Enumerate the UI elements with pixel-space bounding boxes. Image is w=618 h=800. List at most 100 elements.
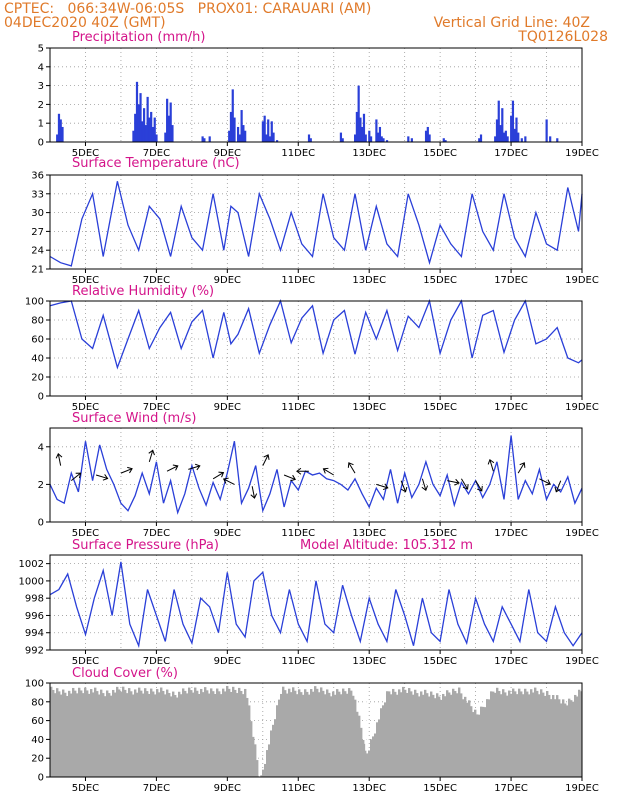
- cloud-bar: [228, 688, 231, 777]
- cloud-bar: [176, 697, 179, 777]
- cloud-bar: [414, 689, 417, 777]
- cloud-bar: [264, 763, 267, 777]
- y-tick-label: 80: [31, 697, 44, 708]
- cloud-bar: [282, 686, 285, 777]
- cloud-bar: [502, 689, 505, 777]
- cloud-bar: [398, 689, 401, 777]
- cloud-bar: [392, 688, 395, 777]
- y-tick-label: 0: [38, 773, 44, 784]
- cloud-bar: [280, 693, 283, 777]
- y-tick-label: 80: [31, 316, 44, 327]
- cloud-bar: [464, 696, 467, 777]
- x-tick-label: 11DEC: [281, 656, 315, 667]
- cloud-bar: [240, 691, 243, 777]
- precip-bar: [357, 85, 360, 142]
- cloud-bar: [362, 739, 365, 777]
- wind-arrow: [262, 454, 269, 466]
- x-tick-label: 5DEC: [72, 148, 99, 159]
- cloud-bar: [254, 744, 257, 777]
- cloud-bar: [572, 701, 575, 777]
- cloud-bar: [84, 687, 87, 777]
- cloud-bar: [210, 688, 213, 777]
- precip-bar: [135, 81, 139, 142]
- x-tick-label: 19DEC: [565, 148, 599, 159]
- cloud-bar: [506, 695, 509, 777]
- precip-bar: [151, 126, 155, 142]
- wind-arrow-head: [218, 471, 225, 478]
- cloud-bar: [162, 690, 165, 777]
- wind-arrow: [400, 480, 407, 492]
- x-tick-label: 7DEC: [143, 528, 170, 539]
- cloud-bar: [250, 721, 253, 777]
- cloud-bar: [478, 714, 481, 777]
- cloud-bar: [270, 730, 273, 777]
- cloud-bar: [406, 692, 409, 777]
- cloud-bar: [322, 690, 325, 777]
- precip-bar: [167, 115, 171, 142]
- cloud-bar: [390, 694, 393, 777]
- cloud-bar: [348, 688, 351, 777]
- plot-frame: [49, 47, 583, 143]
- cloud-bar: [314, 686, 317, 777]
- cloud-bar: [462, 699, 465, 777]
- wind-arrow: [212, 472, 224, 480]
- wind-arrow-head: [290, 474, 296, 482]
- cloud-bar: [146, 691, 149, 777]
- wind-arrow-head: [222, 477, 229, 484]
- model-altitude: Model Altitude: 105.312 m: [300, 538, 473, 553]
- cloud-bar: [522, 694, 525, 777]
- cloud-bar: [512, 688, 515, 777]
- x-tick-label: 19DEC: [565, 528, 599, 539]
- cloud-bar: [286, 693, 289, 777]
- cloud-bar: [342, 688, 345, 777]
- precip-bar: [132, 130, 135, 142]
- x-tick-label: 19DEC: [565, 656, 599, 667]
- cloud-bar: [312, 691, 315, 777]
- x-tick-label: 9DEC: [214, 528, 241, 539]
- panel-5: 992 994 996 998 1000 1002 5DEC 7DEC 9DEC 11DEC 13D…: [19, 538, 599, 667]
- cloud-bar: [224, 691, 227, 777]
- wind-arrow: [539, 478, 551, 485]
- cloud-bar: [190, 690, 193, 777]
- precip-bar: [444, 140, 447, 142]
- cloud-bar: [540, 689, 543, 777]
- cloud-bar: [338, 691, 341, 777]
- cloud-drop: [365, 683, 367, 751]
- cloud-bar: [94, 687, 97, 777]
- precip-bar: [355, 111, 358, 142]
- panel-title: Surface Wind (m/s): [72, 411, 196, 426]
- cloud-bar: [490, 691, 493, 777]
- precip-bar: [341, 138, 344, 142]
- x-tick-label: 15DEC: [423, 402, 457, 413]
- precip-bar: [267, 119, 270, 142]
- cloud-bar: [180, 694, 183, 777]
- wind-arrow-head: [487, 458, 495, 465]
- precip-bar: [142, 108, 146, 142]
- cloud-bar: [372, 736, 375, 777]
- cloud-bar: [496, 687, 499, 777]
- x-tick-label: 17DEC: [494, 402, 528, 413]
- cloud-drop: [258, 683, 261, 777]
- cloud-bar: [186, 693, 189, 777]
- cloud-bar: [96, 691, 99, 777]
- cloud-bar: [364, 743, 367, 777]
- precip-bar: [511, 100, 515, 142]
- precip-bar: [407, 136, 410, 142]
- precip-bar: [515, 117, 518, 142]
- y-tick-label: 60: [31, 335, 44, 346]
- cloud-bar: [128, 688, 131, 777]
- cloud-bar: [196, 690, 199, 777]
- cloud-bar: [230, 691, 233, 777]
- y-tick-label: 998: [25, 594, 44, 605]
- precip-bar: [375, 119, 378, 142]
- cloud-bar: [202, 692, 205, 777]
- cloud-bar: [272, 724, 275, 777]
- cloud-bar: [200, 688, 203, 777]
- precip-bar: [240, 110, 243, 142]
- precip-bar: [229, 111, 233, 142]
- x-tick-label: 19DEC: [565, 275, 599, 286]
- cloud-bar: [82, 693, 85, 777]
- plot-frame: [49, 300, 583, 397]
- x-tick-label: 15DEC: [423, 783, 457, 794]
- wind-arrow: [95, 474, 108, 479]
